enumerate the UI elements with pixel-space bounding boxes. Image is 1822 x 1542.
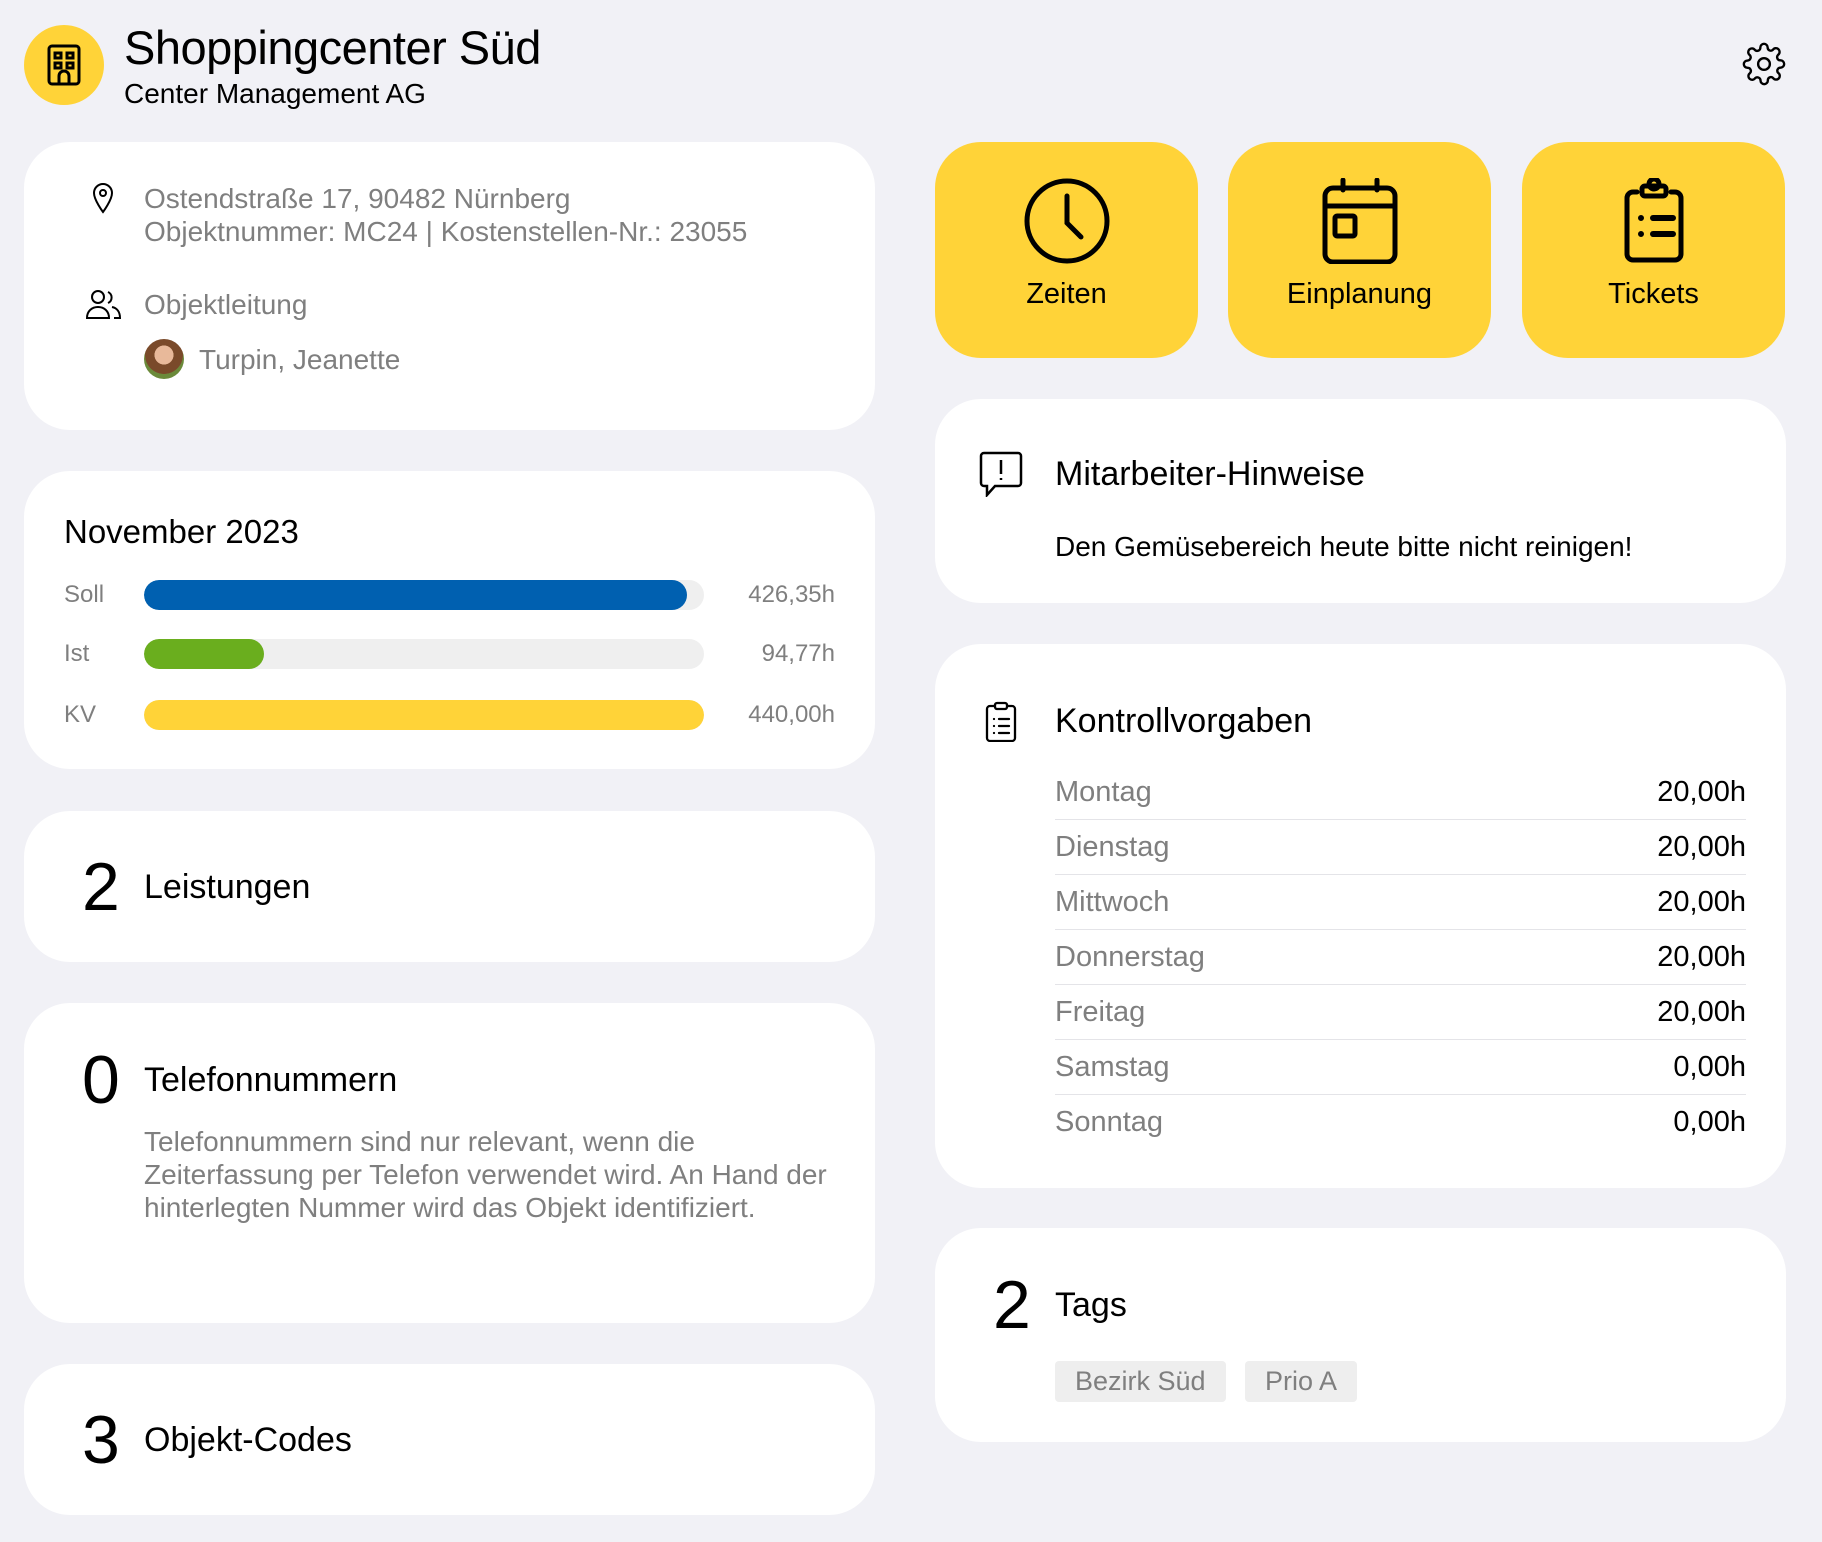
manager-name[interactable]: Turpin, Jeanette — [199, 344, 401, 375]
kontroll-row: Mittwoch 20,00h — [1055, 875, 1746, 930]
telefon-description: Telefonnummern sind nur relevant, wenn d… — [144, 1126, 827, 1223]
bar-value: 426,35h — [748, 581, 835, 608]
day-hours: 20,00h — [1657, 775, 1746, 808]
bar-value: 94,77h — [761, 640, 835, 667]
leistungen-count: 2 — [82, 849, 120, 925]
bar-label: Ist — [64, 640, 90, 667]
day-hours: 20,00h — [1657, 940, 1746, 973]
day-label: Montag — [1055, 775, 1152, 808]
zeiten-label: Zeiten — [1026, 278, 1107, 310]
zeiten-button[interactable]: Zeiten — [935, 142, 1198, 358]
kontroll-row: Sonntag 0,00h — [1055, 1095, 1746, 1150]
kontroll-title: Kontrollvorgaben — [1055, 702, 1313, 740]
day-hours: 20,00h — [1657, 830, 1746, 863]
location-pin-icon — [92, 183, 114, 214]
page-subtitle: Center Management AG — [124, 78, 426, 109]
tag-chip[interactable]: Prio A — [1245, 1361, 1358, 1402]
day-hours: 20,00h — [1657, 885, 1746, 918]
leistungen-card[interactable]: 2 Leistungen — [24, 811, 875, 962]
day-hours: 0,00h — [1673, 1106, 1746, 1138]
telefonnummern-card[interactable]: 0 Telefonnummern Telefonnummern sind nur… — [24, 1003, 875, 1323]
manager-avatar — [144, 339, 184, 379]
kontroll-row: Donnerstag 20,00h — [1055, 930, 1746, 985]
leistungen-label: Leistungen — [144, 868, 311, 906]
clipboard-list-icon — [1624, 178, 1683, 263]
einplanung-label: Einplanung — [1286, 278, 1433, 310]
kontroll-row: Dienstag 20,00h — [1055, 820, 1746, 875]
progress-fill — [144, 580, 687, 610]
day-label: Samstag — [1055, 1050, 1170, 1083]
kontroll-row: Montag 20,00h — [1055, 765, 1746, 820]
tags-count: 2 — [993, 1267, 1031, 1343]
day-label: Dienstag — [1055, 830, 1170, 863]
progress-bar — [144, 639, 704, 669]
hinweise-text: Den Gemüsebereich heute bitte nicht rein… — [1055, 531, 1633, 562]
einplanung-button[interactable]: Einplanung — [1228, 142, 1491, 358]
kontrollvorgaben-card: Kontrollvorgaben Montag 20,00h Dienstag 20,… — [935, 644, 1786, 1188]
mitarbeiter-hinweise-card: Mitarbeiter-Hinweise Den Gemüsebereich h… — [935, 399, 1786, 603]
gear-icon — [1742, 42, 1786, 86]
day-label: Freitag — [1055, 995, 1146, 1028]
day-label: Donnerstag — [1055, 940, 1205, 973]
object-info-card: Ostendstraße 17, 90482 Nürnberg Objektnu… — [24, 142, 875, 430]
progress-bar — [144, 700, 704, 730]
hours-month-title: November 2023 — [64, 513, 299, 550]
day-label: Sonntag — [1055, 1106, 1164, 1138]
alert-message-icon — [979, 451, 1023, 497]
clipboard-list-icon — [985, 701, 1017, 742]
day-hours: 0,00h — [1673, 1050, 1746, 1083]
settings-button[interactable] — [1742, 42, 1786, 86]
clock-icon — [1024, 178, 1109, 264]
tickets-label: Tickets — [1608, 278, 1699, 310]
bar-label: Soll — [64, 581, 105, 608]
codes-label: Objekt-Codes — [144, 1421, 352, 1459]
progress-bar — [144, 580, 704, 610]
tags-label: Tags — [1055, 1286, 1127, 1324]
codes-count: 3 — [82, 1402, 120, 1478]
people-icon — [86, 290, 122, 319]
building-icon — [47, 44, 81, 86]
object-ids-text: Objektnummer: MC24 | Kostenstellen-Nr.: … — [144, 216, 748, 247]
bar-label: KV — [64, 701, 97, 728]
calendar-icon — [1322, 178, 1397, 264]
tag-chip[interactable]: Bezirk Süd — [1055, 1361, 1226, 1402]
object-logo — [24, 25, 104, 105]
address-text: Ostendstraße 17, 90482 Nürnberg — [144, 183, 571, 214]
day-label: Mittwoch — [1055, 885, 1170, 918]
objekt-codes-card[interactable]: 3 Objekt-Codes — [24, 1364, 875, 1515]
hours-card: November 2023 Soll 426,35h Ist 94,77h KV 4… — [24, 471, 875, 769]
hinweise-title: Mitarbeiter-Hinweise — [1055, 455, 1365, 493]
telefon-count: 0 — [82, 1042, 120, 1118]
telefon-label: Telefonnummern — [144, 1061, 398, 1099]
bar-value: 440,00h — [748, 701, 835, 728]
kontroll-row: Samstag 0,00h — [1055, 1040, 1746, 1095]
kontroll-row: Freitag 20,00h — [1055, 985, 1746, 1040]
manager-label: Objektleitung — [144, 289, 308, 320]
progress-fill — [144, 639, 265, 669]
day-hours: 20,00h — [1657, 995, 1746, 1028]
tickets-button[interactable]: Tickets — [1522, 142, 1785, 358]
progress-fill — [144, 700, 704, 730]
tags-card[interactable]: 2 Tags Bezirk Süd Prio A — [935, 1228, 1786, 1442]
page-title: Shoppingcenter Süd — [124, 21, 541, 74]
